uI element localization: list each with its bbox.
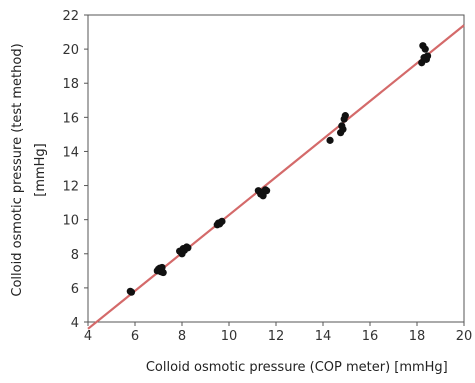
y-tick-label: 18: [62, 77, 79, 92]
data-points: [126, 42, 432, 296]
y-axis-ticks: 4 6 8 10 12 14 16 18 20 22: [62, 9, 88, 331]
x-tick-label: 12: [268, 329, 285, 344]
x-tick-label: 10: [221, 329, 238, 344]
data-point: [218, 217, 226, 225]
y-tick-label: 14: [62, 145, 79, 160]
data-point: [184, 244, 192, 252]
x-tick-label: 8: [178, 329, 186, 344]
x-axis-ticks: 4 6 8 10 12 14 16 18 20: [84, 322, 472, 344]
regression-line: [87, 24, 465, 330]
plot-area: [87, 14, 465, 323]
x-tick-label: 20: [456, 329, 473, 344]
plot-frame: [87, 14, 465, 323]
y-tick-label: 12: [62, 180, 79, 195]
x-tick-label: 18: [409, 329, 426, 344]
y-axis-label: Colloid osmotic pressure (test method): [10, 43, 25, 296]
y-tick-label: 10: [62, 214, 79, 229]
x-tick-label: 16: [362, 329, 379, 344]
x-tick-label: 6: [131, 329, 139, 344]
y-tick-label: 4: [71, 316, 79, 331]
x-tick-label: 14: [315, 329, 332, 344]
y-tick-label: 8: [71, 248, 79, 263]
x-axis-label: Colloid osmotic pressure (COP meter): [146, 360, 390, 375]
y-tick-label: 16: [62, 111, 79, 126]
y-tick-label: 22: [62, 9, 79, 24]
data-point: [263, 187, 271, 195]
x-tick-label: 4: [84, 329, 92, 344]
data-point: [421, 45, 429, 53]
data-point: [159, 268, 167, 277]
data-point: [326, 136, 334, 144]
data-point: [423, 52, 432, 60]
y-tick-label: 20: [62, 43, 79, 58]
data-point: [127, 288, 136, 296]
y-tick-label: 6: [71, 282, 79, 297]
data-point: [339, 125, 347, 133]
data-point: [341, 112, 349, 120]
x-axis-unit: [mmHg]: [394, 360, 448, 375]
y-axis-unit: [mmHg]: [33, 143, 48, 197]
